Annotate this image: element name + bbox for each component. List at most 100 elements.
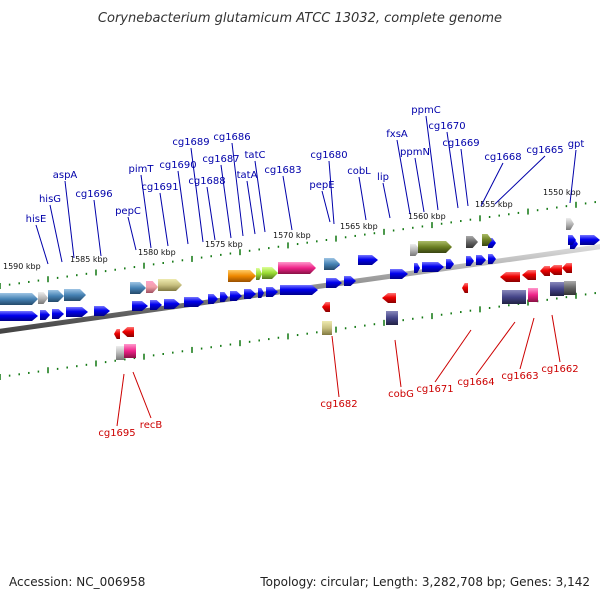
forward-gene-label[interactable]: cg1668: [484, 152, 521, 163]
forward-gene-label[interactable]: ppmC: [411, 105, 440, 116]
leader-line: [396, 139, 411, 215]
reverse-gene-arrow: [114, 329, 120, 339]
leader-line: [49, 204, 63, 263]
forward-gene-label[interactable]: tatA: [237, 170, 258, 181]
leader-line: [35, 224, 49, 265]
categorized-gene-block: [38, 292, 48, 304]
forward-gene-arrow: [164, 299, 180, 309]
forward-gene-label[interactable]: cg1683: [264, 165, 301, 176]
leader-line: [551, 314, 561, 363]
reverse-gene-label[interactable]: cg1664: [457, 377, 494, 388]
forward-gene-label[interactable]: cg1669: [442, 138, 479, 149]
forward-gene-label[interactable]: cg1687: [202, 154, 239, 165]
reverse-gene-arrow: [562, 263, 572, 273]
forward-gene-arrow: [326, 278, 342, 288]
leader-line: [140, 174, 152, 249]
forward-gene-arrow: [568, 235, 576, 245]
leader-line: [64, 180, 75, 259]
reverse-gene-label[interactable]: cg1662: [541, 364, 578, 375]
categorized-gene-block: [482, 234, 492, 246]
leader-line: [519, 317, 535, 370]
forward-gene-label[interactable]: hisE: [26, 214, 47, 225]
reverse-gene-label[interactable]: cg1663: [501, 371, 538, 382]
categorized-gene-block: [566, 218, 574, 230]
forward-gene-arrow: [244, 289, 256, 299]
forward-gene-label[interactable]: cg1665: [526, 145, 563, 156]
leader-line: [177, 170, 189, 245]
forward-gene-label[interactable]: cg1688: [188, 176, 225, 187]
leader-line: [206, 186, 216, 241]
categorized-gene-block: [528, 288, 538, 302]
reverse-gene-arrow: [500, 272, 520, 282]
forward-gene-label[interactable]: cg1696: [75, 189, 112, 200]
forward-gene-arrow: [280, 285, 318, 295]
reverse-gene-arrow: [522, 270, 536, 280]
forward-gene-arrow: [344, 276, 356, 286]
reverse-gene-arrow: [540, 266, 550, 276]
leader-line: [425, 115, 439, 211]
categorized-gene-block: [256, 268, 262, 280]
forward-gene-label[interactable]: aspA: [53, 170, 78, 181]
forward-gene-label[interactable]: cg1691: [141, 182, 178, 193]
forward-gene-label[interactable]: pimT: [129, 164, 155, 175]
scale-label: 1550 kbp: [543, 188, 581, 197]
leader-line: [569, 149, 577, 204]
map-title: Corynebacterium glutamicum ATCC 13032, c…: [98, 11, 502, 26]
categorized-gene-block: [124, 344, 136, 358]
forward-gene-label[interactable]: hisG: [39, 194, 61, 205]
forward-gene-arrow: [52, 309, 64, 319]
reverse-gene-label[interactable]: recB: [140, 420, 163, 431]
gene-features: [0, 218, 600, 360]
forward-gene-label[interactable]: cg1686: [213, 132, 250, 143]
categorized-gene-block: [0, 293, 38, 305]
forward-gene-arrow: [258, 288, 264, 298]
scale-label: 1565 kbp: [340, 222, 378, 231]
categorized-gene-block: [228, 270, 256, 282]
leader-line: [220, 164, 232, 239]
leader-line: [190, 147, 204, 243]
forward-gene-label[interactable]: cg1680: [310, 150, 347, 161]
forward-gene-label[interactable]: cg1690: [159, 160, 196, 171]
forward-gene-label[interactable]: cobL: [347, 166, 371, 177]
forward-gene-label[interactable]: ppmN: [400, 147, 430, 158]
leader-line: [394, 339, 402, 388]
leader-line: [282, 175, 293, 231]
leader-line: [382, 182, 391, 219]
forward-gene-arrow: [132, 301, 148, 311]
categorized-gene-block: [48, 290, 64, 302]
leader-line: [460, 148, 469, 207]
categorized-gene-block: [410, 244, 420, 256]
categorized-gene-block: [564, 281, 576, 295]
reverse-gene-label[interactable]: cg1682: [320, 399, 357, 410]
forward-gene-label[interactable]: cg1689: [172, 137, 209, 148]
forward-gene-label[interactable]: tatC: [245, 150, 266, 161]
reverse-gene-label[interactable]: cg1671: [416, 384, 453, 395]
forward-gene-arrow: [580, 235, 600, 245]
categorized-gene-block: [116, 346, 124, 360]
forward-gene-label[interactable]: fxsA: [386, 129, 408, 140]
forward-gene-arrow: [66, 307, 88, 317]
leader-line: [414, 157, 425, 213]
leader-line: [475, 321, 516, 376]
forward-gene-arrow: [0, 311, 38, 321]
leader-line: [494, 155, 546, 205]
leader-line: [246, 180, 256, 235]
forward-gene-arrow: [184, 297, 204, 307]
forward-gene-label[interactable]: gpt: [568, 139, 585, 150]
categorized-gene-block: [466, 236, 478, 248]
leader-line: [254, 160, 266, 233]
reverse-gene-label[interactable]: cobG: [388, 389, 414, 400]
leader-line: [446, 131, 459, 209]
scale-label: 1560 kbp: [408, 212, 446, 221]
label-leader-lines: [35, 115, 577, 427]
forward-gene-label[interactable]: pepC: [115, 206, 141, 217]
forward-gene-arrow: [94, 306, 110, 316]
leader-line: [132, 371, 152, 419]
categorized-gene-block: [278, 262, 316, 274]
forward-gene-label[interactable]: lip: [377, 172, 389, 183]
forward-gene-label[interactable]: pepE: [309, 180, 334, 191]
forward-gene-arrow: [358, 255, 378, 265]
forward-gene-label[interactable]: cg1670: [428, 121, 465, 132]
forward-gene-arrow: [414, 263, 420, 273]
reverse-gene-label[interactable]: cg1695: [98, 428, 135, 439]
